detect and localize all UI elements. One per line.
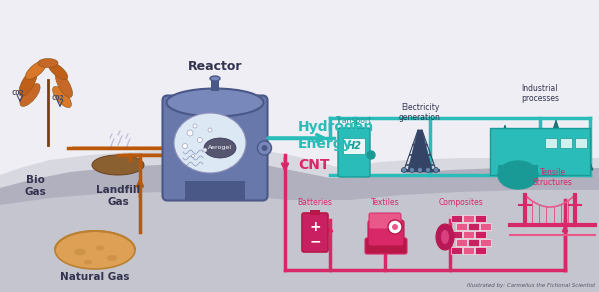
Text: CO2: CO2 — [52, 95, 65, 101]
Circle shape — [418, 168, 422, 173]
Bar — [456, 223, 467, 230]
Bar — [468, 239, 479, 246]
FancyBboxPatch shape — [338, 128, 370, 177]
Circle shape — [410, 168, 415, 173]
Circle shape — [193, 124, 197, 128]
Text: H2: H2 — [347, 141, 361, 151]
FancyBboxPatch shape — [162, 95, 268, 201]
Polygon shape — [540, 120, 572, 170]
Ellipse shape — [167, 88, 264, 117]
Ellipse shape — [204, 138, 236, 158]
Polygon shape — [0, 163, 599, 292]
Circle shape — [258, 141, 271, 155]
Text: Landfill
Gas: Landfill Gas — [96, 185, 140, 207]
Ellipse shape — [210, 76, 220, 81]
Bar — [211, 81, 219, 91]
Circle shape — [401, 168, 407, 173]
Bar — [475, 247, 486, 254]
Ellipse shape — [25, 61, 47, 79]
Text: +: + — [309, 220, 321, 234]
FancyBboxPatch shape — [368, 220, 404, 246]
Circle shape — [198, 138, 202, 142]
Bar — [468, 223, 479, 230]
Circle shape — [262, 145, 268, 151]
Ellipse shape — [92, 155, 144, 175]
Bar — [480, 223, 491, 230]
Polygon shape — [404, 130, 436, 172]
Bar — [310, 210, 320, 215]
Ellipse shape — [107, 255, 117, 261]
Ellipse shape — [49, 62, 68, 80]
Text: Tensile
Structures: Tensile Structures — [533, 168, 573, 187]
Text: CNT: CNT — [298, 158, 329, 172]
Polygon shape — [515, 132, 543, 170]
Bar — [343, 138, 365, 154]
Bar — [451, 215, 462, 222]
Bar — [475, 215, 486, 222]
Ellipse shape — [19, 70, 37, 96]
Circle shape — [187, 130, 193, 136]
Bar — [463, 215, 474, 222]
Ellipse shape — [174, 113, 246, 173]
Ellipse shape — [38, 58, 58, 67]
Bar — [560, 138, 572, 148]
Text: Bio
Gas: Bio Gas — [24, 175, 46, 197]
Ellipse shape — [95, 246, 104, 251]
Bar — [475, 231, 486, 238]
Ellipse shape — [53, 86, 71, 107]
Bar — [456, 239, 467, 246]
Ellipse shape — [441, 230, 449, 244]
FancyBboxPatch shape — [302, 213, 328, 252]
Circle shape — [208, 128, 212, 132]
Circle shape — [192, 154, 195, 157]
Text: Hydrogen
Energy: Hydrogen Energy — [298, 120, 374, 151]
Polygon shape — [490, 125, 520, 170]
Circle shape — [388, 220, 402, 234]
Circle shape — [434, 168, 438, 173]
Bar — [451, 247, 462, 254]
Ellipse shape — [20, 84, 40, 106]
Text: Batteries: Batteries — [298, 198, 332, 207]
Ellipse shape — [436, 224, 454, 250]
Ellipse shape — [84, 260, 92, 265]
Circle shape — [367, 151, 375, 159]
Text: Composites: Composites — [438, 198, 483, 207]
Bar — [575, 138, 587, 148]
Polygon shape — [0, 190, 599, 292]
Polygon shape — [568, 135, 593, 170]
FancyBboxPatch shape — [369, 213, 401, 229]
Bar — [498, 165, 538, 177]
Text: Illustrated by: Carmelius the Fictional Scientist: Illustrated by: Carmelius the Fictional … — [467, 283, 595, 288]
Text: Aerogel: Aerogel — [208, 145, 232, 150]
Circle shape — [183, 143, 187, 149]
Text: Electricity
generation: Electricity generation — [399, 102, 441, 122]
Text: Textiles: Textiles — [371, 198, 400, 207]
Bar — [545, 138, 557, 148]
Text: Reactor: Reactor — [187, 60, 242, 72]
Text: CO2: CO2 — [12, 90, 25, 96]
Bar — [463, 231, 474, 238]
Circle shape — [203, 148, 207, 152]
Circle shape — [392, 224, 398, 230]
Ellipse shape — [56, 73, 72, 98]
Text: Natural Gas: Natural Gas — [60, 272, 130, 282]
Bar — [463, 247, 474, 254]
Ellipse shape — [74, 248, 86, 256]
Text: Transport: Transport — [336, 116, 372, 125]
Bar — [451, 231, 462, 238]
Circle shape — [425, 168, 431, 173]
Ellipse shape — [498, 161, 538, 189]
Ellipse shape — [55, 231, 135, 269]
Bar — [480, 239, 491, 246]
FancyBboxPatch shape — [365, 238, 407, 254]
FancyBboxPatch shape — [185, 180, 245, 201]
Text: −: − — [309, 234, 321, 248]
Bar — [490, 128, 590, 175]
Text: Industrial
processes: Industrial processes — [521, 84, 559, 103]
Polygon shape — [0, 148, 599, 292]
